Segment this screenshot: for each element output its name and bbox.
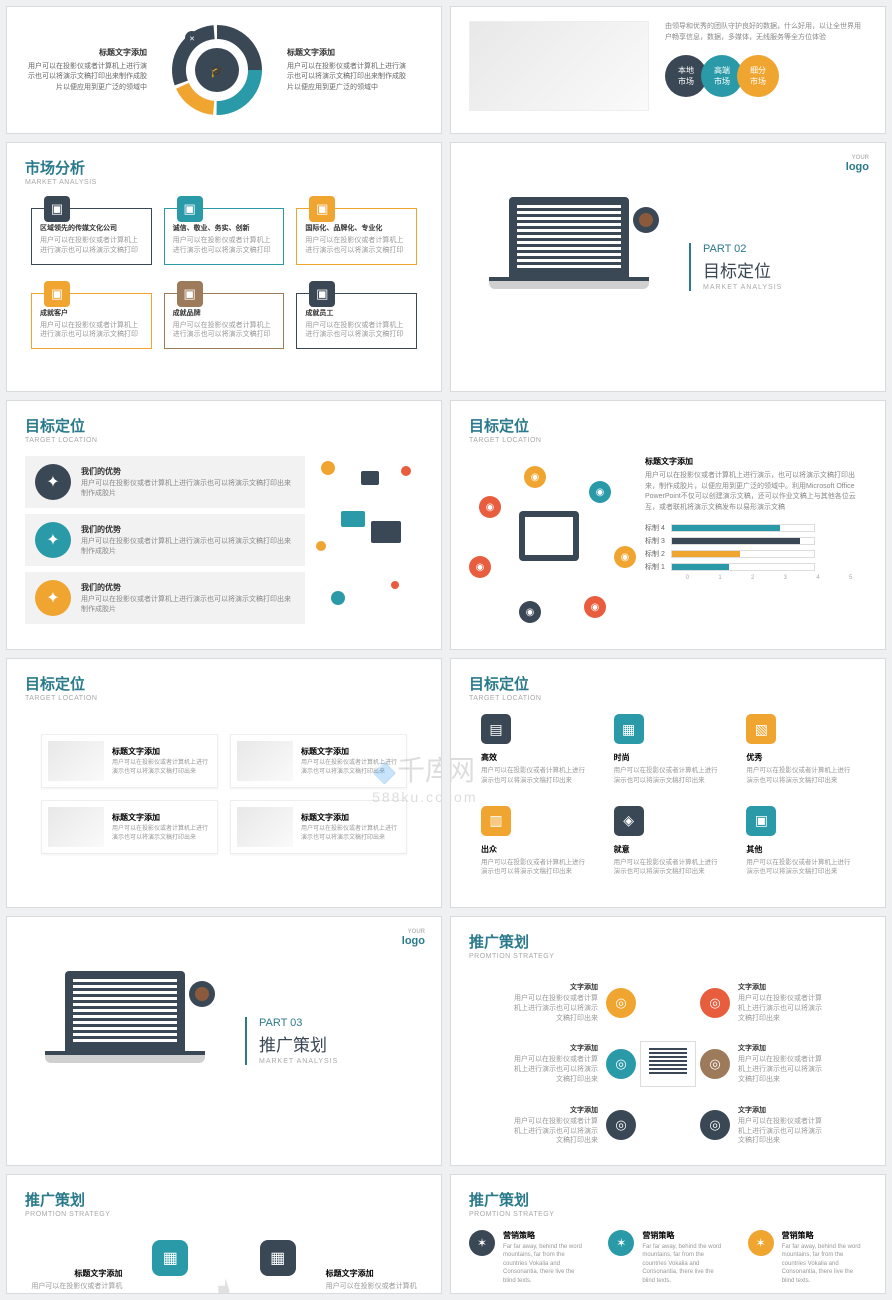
laptop-illustration <box>469 197 669 337</box>
flow-node: ▦ <box>260 1240 296 1276</box>
slide-2: 由领导和优秀的团队守护良好的数据，什么好用，以让全世界用户畅享信息，数据，多媒体… <box>450 6 886 134</box>
part-number: PART 03 <box>259 1017 338 1029</box>
slide-title: 目标定位 <box>469 415 867 436</box>
text-block-right: 标题文字添加 用户可以在投影仪或者计算机上进行演示也可以将演示文稿打印出来制作成… <box>287 47 407 94</box>
slide-3: 市场分析 MARKET ANALYSIS ▣区域领先的传媒文化公司用户可以在投影… <box>6 142 442 392</box>
flow-text: 标题文字添加用户可以在投影仪或者计算机上进行演示也可以将演示文稿打印出来制作 <box>326 1268 423 1294</box>
part-subtitle: MARKET ANALYSIS <box>703 284 782 291</box>
slides-grid: 标题文字添加 用户可以在投影仪或者计算机上进行演示也可以将演示文稿打印出来制作成… <box>6 6 886 1294</box>
bar-chart: 标制 4标制 3标制 2标制 1 <box>645 523 815 572</box>
slide-10: 推广策划 PROMTION STRATEGY ◎文字添加用户可以在投影仪或者计算… <box>450 916 886 1166</box>
slide-title: 推广策划 <box>469 931 867 952</box>
slide-title: 目标定位 <box>25 415 423 436</box>
slide-subtitle: TARGET LOCATION <box>469 437 867 444</box>
slide-subtitle: MARKET ANALYSIS <box>25 179 423 186</box>
slide-title: 目标定位 <box>25 673 423 694</box>
heading: 标题文字添加 <box>645 456 867 467</box>
slide-4: YOURlogo PART 02 目标定位 MARKET ANALYSIS <box>450 142 886 392</box>
slide-8: 目标定位 TARGET LOCATION 千库网 588ku.com ▤高效用户… <box>450 658 886 908</box>
arrow-icon <box>218 1278 229 1294</box>
slide-title: 推广策划 <box>469 1189 867 1210</box>
flow: 标题文字添加用户可以在投影仪或者计算机上进行演示也可以将演示文稿打印出来制作 ▦… <box>25 1230 423 1294</box>
desc: 用户可以在投影仪或者计算机上进行演示，也可以将演示文稿打印出来，制作成胶片，以便… <box>645 471 867 513</box>
part-header: PART 03 推广策划 MARKET ANALYSIS <box>245 1017 338 1065</box>
slide-5: 目标定位 TARGET LOCATION ✦我们的优势用户可以在投影仪或者计算机… <box>6 400 442 650</box>
content: 由领导和优秀的团队守护良好的数据，什么好用，以让全世界用户畅享信息，数据，多媒体… <box>649 21 867 119</box>
slide-subtitle: TARGET LOCATION <box>25 437 423 444</box>
flow-node: ▦ <box>152 1240 188 1276</box>
chart-text: 标题文字添加 用户可以在投影仪或者计算机上进行演示，也可以将演示文稿打印出来，制… <box>645 456 867 616</box>
text-block-left: 标题文字添加 用户可以在投影仪或者计算机上进行演示也可以将演示文稿打印出来制作成… <box>27 47 147 94</box>
slide-title: 推广策划 <box>25 1189 423 1210</box>
coffee-icon <box>633 207 659 233</box>
slide-subtitle: TARGET LOCATION <box>469 695 867 702</box>
part-title: 目标定位 <box>703 257 782 282</box>
logo: YOURlogo <box>402 929 425 947</box>
icon-grid: ▤高效用户可以在投影仪或者计算机上进行演示也可以将演示文稿打印出来▦时尚用户可以… <box>469 714 867 877</box>
radial-layout: ◎文字添加用户可以在投影仪或者计算机上进行演示也可以将演示文稿打印出来◎文字添加… <box>469 972 867 1146</box>
coffee-icon <box>189 981 215 1007</box>
part-subtitle: MARKET ANALYSIS <box>259 1058 338 1065</box>
part-title: 推广策划 <box>259 1031 338 1056</box>
icon-ring: ◉◉◉◉◉◉◉ <box>469 456 629 616</box>
svg-text:🎓: 🎓 <box>210 64 225 78</box>
laptop-illustration <box>25 971 225 1111</box>
left-column: ◎文字添加用户可以在投影仪或者计算机上进行演示也可以将演示文稿打印出来◎文字添加… <box>508 982 636 1146</box>
market-circles: 本地市场高端市场细分市场 <box>665 55 867 97</box>
flow-col-2: ▦ ▦ <box>260 1240 296 1294</box>
title: 标题文字添加 <box>27 47 147 59</box>
slide-12: 推广策划 PROMTION STRATEGY ✶营销策略Far far away… <box>450 1174 886 1294</box>
ring-chart: 🎓 ✕ <box>167 20 267 120</box>
svg-text:✕: ✕ <box>189 36 195 43</box>
slide-1: 标题文字添加 用户可以在投影仪或者计算机上进行演示也可以将演示文稿打印出来制作成… <box>6 6 442 134</box>
slide-subtitle: PROMTION STRATEGY <box>469 1211 867 1218</box>
desc: 用户可以在投影仪或者计算机上进行演示也可以将演示文稿打印出来制作成胶片以便应用到… <box>287 62 407 94</box>
desc: 用户可以在投影仪或者计算机上进行演示也可以将演示文稿打印出来制作成胶片以便应用到… <box>27 62 147 94</box>
slide-subtitle: PROMTION STRATEGY <box>25 1211 423 1218</box>
flow-col-1: ▦ ▦ <box>152 1240 188 1294</box>
logo: YOURlogo <box>846 155 869 173</box>
slide-subtitle: PROMTION STRATEGY <box>469 953 867 960</box>
x-axis: 012345 <box>671 575 867 581</box>
part-header: PART 02 目标定位 MARKET ANALYSIS <box>689 243 782 291</box>
slide-11: 推广策划 PROMTION STRATEGY 标题文字添加用户可以在投影仪或者计… <box>6 1174 442 1294</box>
photo-placeholder <box>469 21 649 111</box>
part-number: PART 02 <box>703 243 782 255</box>
slide-title: 目标定位 <box>469 673 867 694</box>
illustration <box>311 461 421 621</box>
slide-9: YOURlogo PART 03 推广策划 MARKET ANALYSIS <box>6 916 442 1166</box>
center-laptop <box>640 1041 696 1087</box>
right-column: ◎文字添加用户可以在投影仪或者计算机上进行演示也可以将演示文稿打印出来◎文字添加… <box>700 982 828 1146</box>
slide-7: 目标定位 TARGET LOCATION 🔷千库网 588ku.com 标题文字… <box>6 658 442 908</box>
strategy-grid: ✶营销策略Far far away, behind the word mount… <box>469 1230 867 1294</box>
flow-text: 标题文字添加用户可以在投影仪或者计算机上进行演示也可以将演示文稿打印出来制作 <box>25 1268 122 1294</box>
desc: 由领导和优秀的团队守护良好的数据，什么好用，以让全世界用户畅享信息，数据，多媒体… <box>665 21 867 43</box>
cards-grid: ▣区域领先的传媒文化公司用户可以在投影仪或者计算机上进行演示也可以将演示文稿打印… <box>25 208 423 349</box>
title: 标题文字添加 <box>287 47 407 59</box>
slide-title: 市场分析 <box>25 157 423 178</box>
laptop-center <box>519 511 579 561</box>
photo-cards: 标题文字添加用户可以在投影仪或者计算机上进行演示也可以将演示文稿打印出来标题文字… <box>25 714 423 874</box>
slide-subtitle: TARGET LOCATION <box>25 695 423 702</box>
slide-6: 目标定位 TARGET LOCATION ◉◉◉◉◉◉◉ 标题文字添加 用户可以… <box>450 400 886 650</box>
